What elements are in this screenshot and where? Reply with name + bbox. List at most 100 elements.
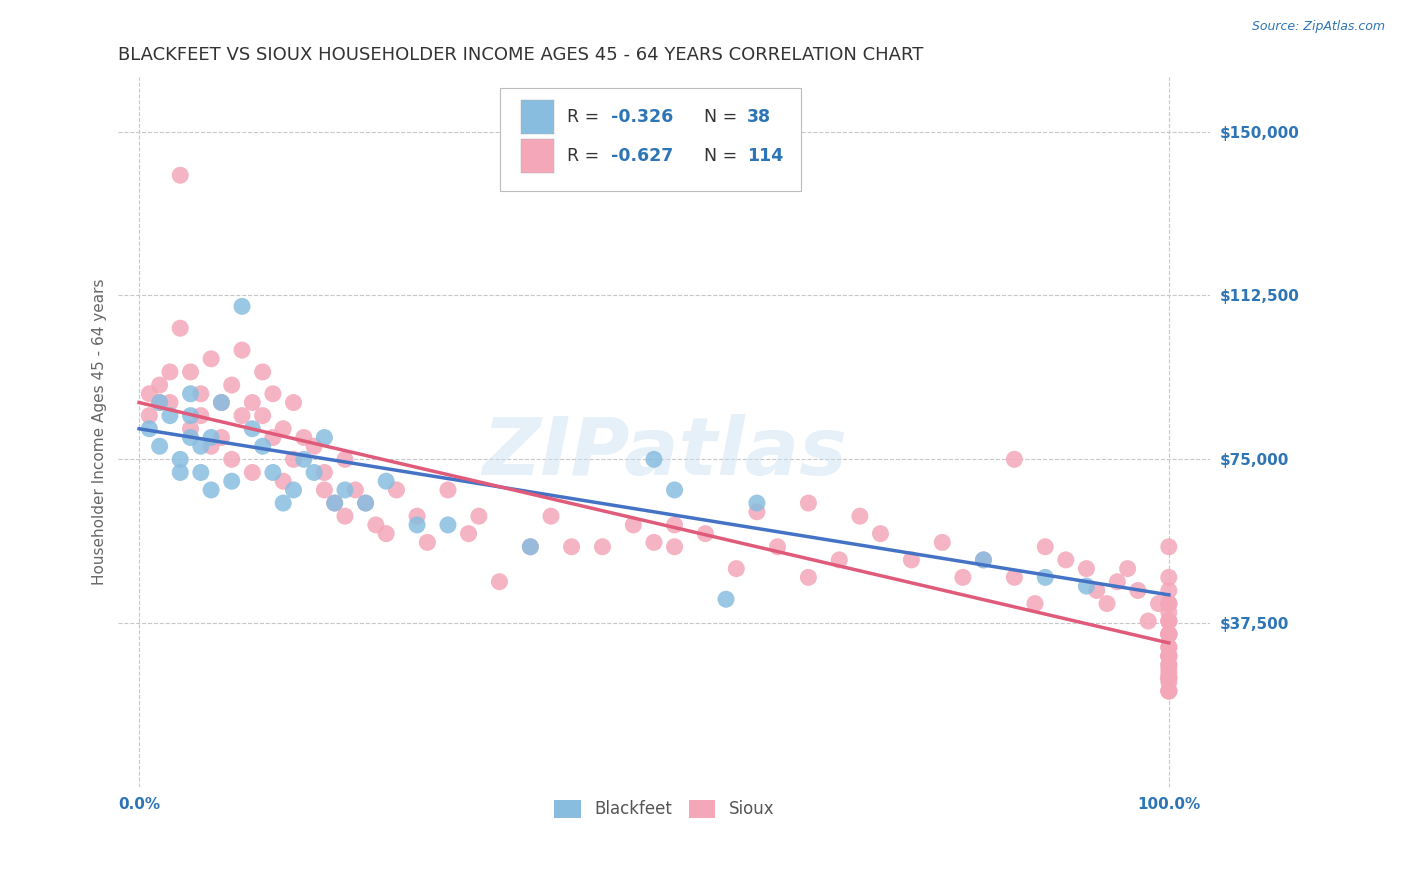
Point [1002, 570, 1025, 584]
Point [1157, 684, 1180, 698]
Point [252, 439, 274, 453]
Point [231, 343, 253, 357]
Point [169, 466, 191, 480]
Point [252, 409, 274, 423]
Point [231, 409, 253, 423]
Point [149, 439, 172, 453]
Point [1157, 614, 1180, 628]
Point [725, 561, 748, 575]
Point [385, 483, 408, 497]
Point [180, 422, 202, 436]
Point [364, 517, 387, 532]
Point [240, 395, 263, 409]
Point [1033, 570, 1056, 584]
Text: R =: R = [567, 146, 605, 165]
Point [323, 496, 346, 510]
Point [323, 496, 346, 510]
Point [159, 409, 181, 423]
Point [1157, 648, 1180, 663]
Point [745, 505, 768, 519]
Point [1157, 648, 1180, 663]
Point [849, 509, 872, 524]
Text: ZIPatlas: ZIPatlas [482, 415, 846, 492]
Point [314, 466, 336, 480]
Point [209, 395, 232, 409]
Point [457, 526, 479, 541]
Point [797, 496, 820, 510]
Point [149, 395, 172, 409]
Point [519, 540, 541, 554]
Point [1054, 553, 1077, 567]
Point [1147, 597, 1170, 611]
Point [190, 466, 212, 480]
Point [664, 483, 686, 497]
Legend: Blackfeet, Sioux: Blackfeet, Sioux [547, 793, 780, 825]
Text: Source: ZipAtlas.com: Source: ZipAtlas.com [1251, 20, 1385, 33]
Point [972, 553, 994, 567]
Point [314, 483, 336, 497]
Point [149, 395, 172, 409]
Point [1126, 583, 1149, 598]
Point [766, 540, 789, 554]
Point [1157, 597, 1180, 611]
Point [1157, 684, 1180, 698]
Point [695, 526, 717, 541]
Point [1157, 627, 1180, 641]
Point [333, 509, 356, 524]
Point [190, 409, 212, 423]
Point [1137, 614, 1160, 628]
Point [169, 168, 191, 182]
Point [1157, 605, 1180, 619]
Point [138, 409, 160, 423]
Point [354, 496, 377, 510]
Point [292, 452, 315, 467]
Point [1002, 452, 1025, 467]
Point [1157, 540, 1180, 554]
Point [209, 395, 232, 409]
Point [302, 439, 325, 453]
Point [1157, 657, 1180, 672]
Point [169, 452, 191, 467]
Point [900, 553, 922, 567]
Point [271, 422, 294, 436]
Point [1157, 570, 1180, 584]
Point [1076, 579, 1098, 593]
Point [406, 509, 429, 524]
Text: N =: N = [693, 108, 742, 126]
Point [1157, 583, 1180, 598]
Text: -0.326: -0.326 [610, 108, 673, 126]
Point [1157, 640, 1180, 655]
Text: N =: N = [693, 146, 742, 165]
Point [344, 483, 367, 497]
Point [240, 466, 263, 480]
Point [200, 430, 222, 444]
FancyBboxPatch shape [501, 87, 800, 191]
Point [271, 496, 294, 510]
Point [283, 483, 305, 497]
Point [1157, 597, 1180, 611]
Point [302, 466, 325, 480]
Point [591, 540, 613, 554]
Point [1157, 627, 1180, 641]
Point [1157, 648, 1180, 663]
Text: 114: 114 [747, 146, 783, 165]
Point [262, 430, 284, 444]
Point [1085, 583, 1108, 598]
FancyBboxPatch shape [522, 138, 554, 173]
Point [375, 474, 398, 488]
Point [159, 365, 181, 379]
Point [190, 439, 212, 453]
Point [1157, 627, 1180, 641]
Point [200, 439, 222, 453]
Point [1107, 574, 1129, 589]
Point [1024, 597, 1046, 611]
Text: BLACKFEET VS SIOUX HOUSEHOLDER INCOME AGES 45 - 64 YEARS CORRELATION CHART: BLACKFEET VS SIOUX HOUSEHOLDER INCOME AG… [118, 46, 924, 64]
Point [664, 540, 686, 554]
Point [643, 535, 665, 549]
Point [664, 517, 686, 532]
Point [437, 517, 460, 532]
Point [1157, 648, 1180, 663]
Point [314, 430, 336, 444]
Point [1157, 675, 1180, 690]
Point [519, 540, 541, 554]
